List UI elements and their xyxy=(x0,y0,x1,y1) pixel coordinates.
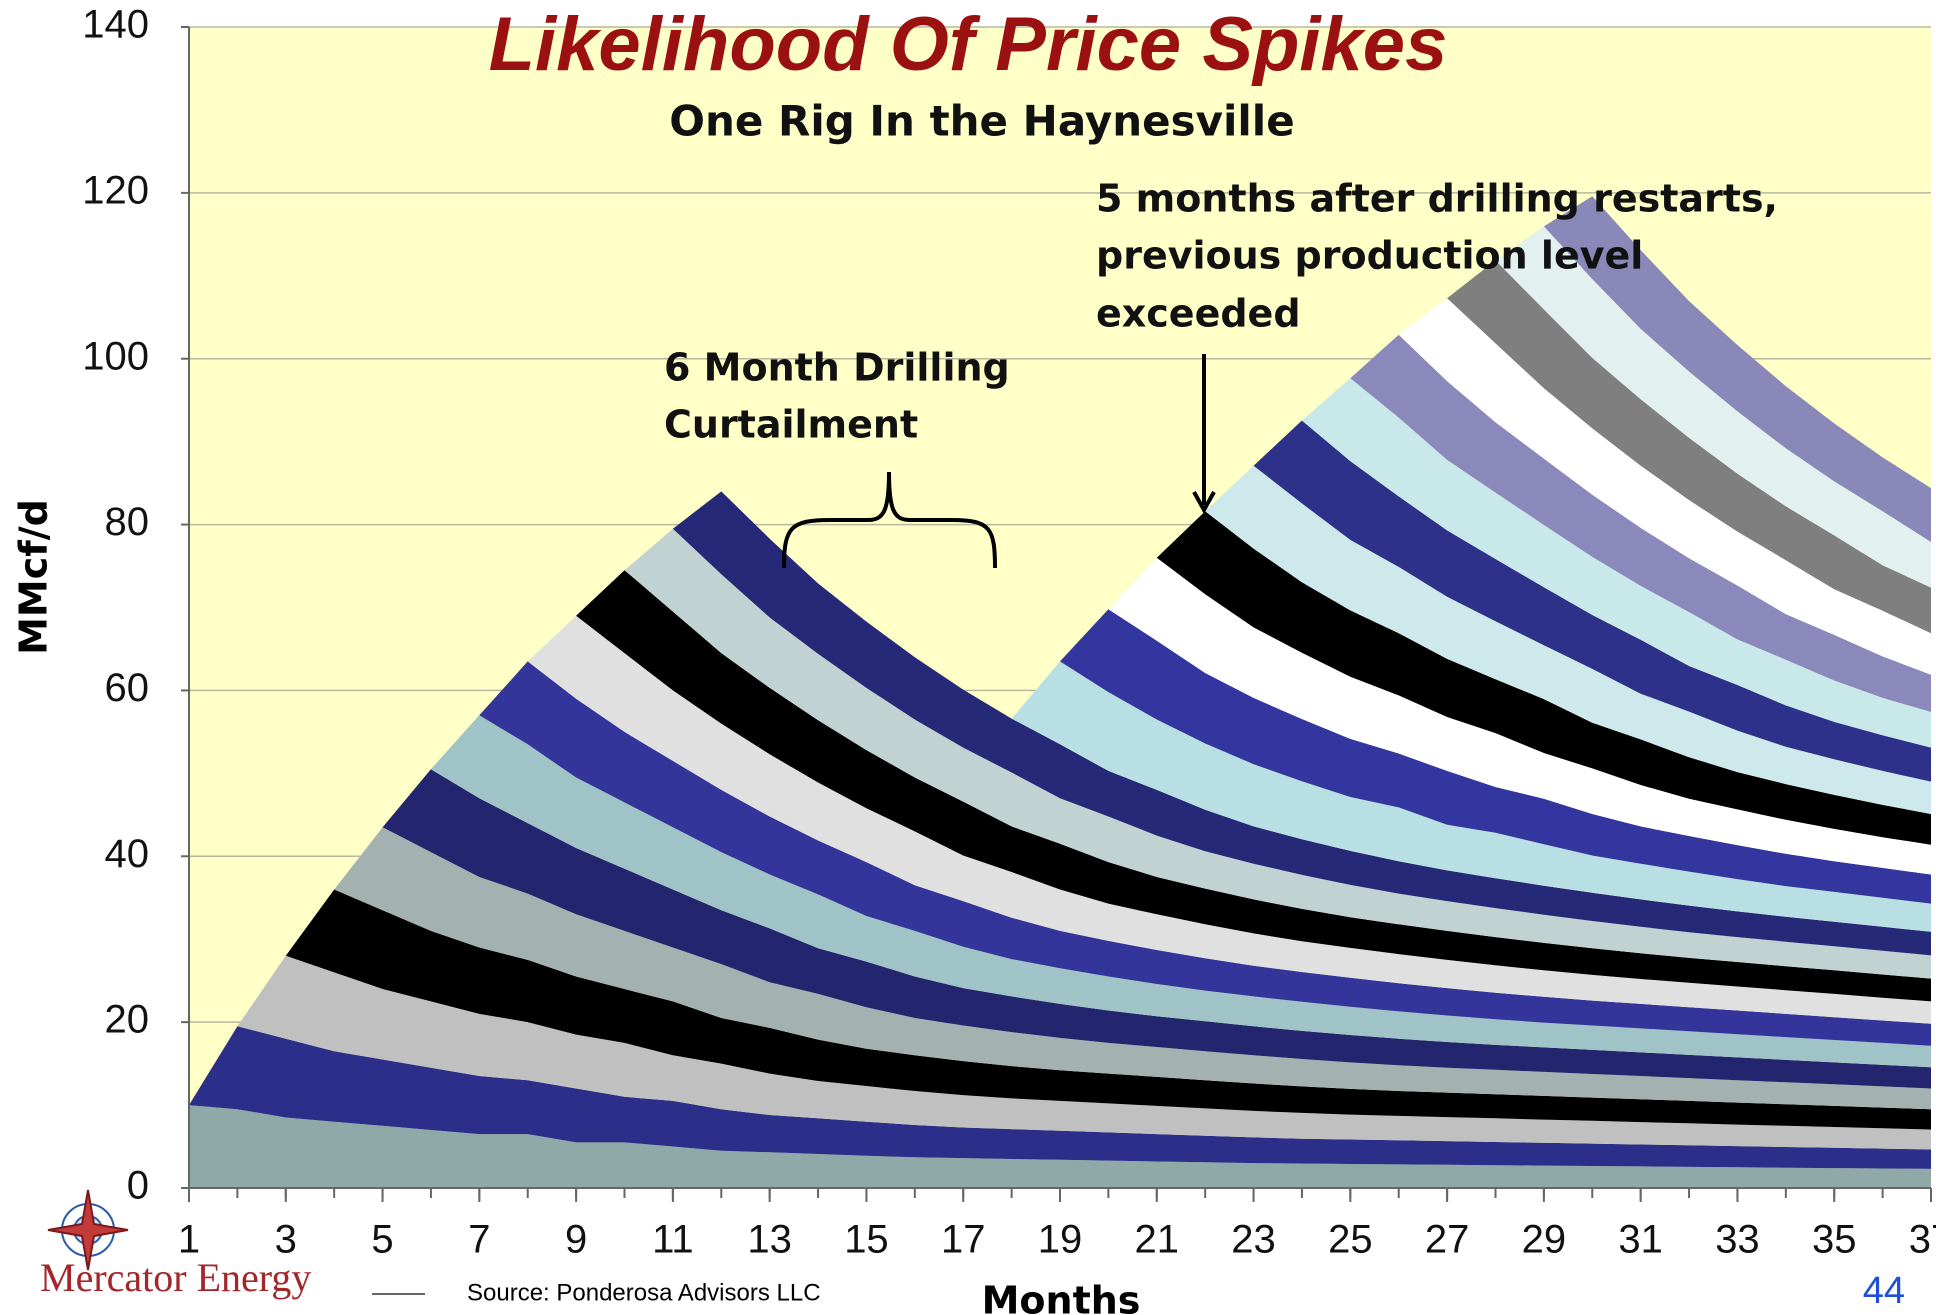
x-tick-label: 37 xyxy=(1909,1218,1936,1262)
annotation: exceeded xyxy=(1096,292,1301,336)
x-tick-label: 35 xyxy=(1812,1218,1857,1262)
x-tick-label: 3 xyxy=(275,1218,297,1262)
y-tick-label: 0 xyxy=(127,1164,149,1208)
y-tick-label: 40 xyxy=(105,832,150,876)
x-tick-label: 33 xyxy=(1715,1218,1760,1262)
chart-title: Likelihood Of Price Spikes xyxy=(489,2,1448,87)
x-tick-label: 11 xyxy=(652,1218,694,1262)
arrow xyxy=(1192,354,1216,515)
area xyxy=(1301,378,1931,748)
x-tick-label: 17 xyxy=(941,1218,986,1262)
x-tick-label: 13 xyxy=(747,1218,792,1262)
brace xyxy=(782,471,997,569)
annotation: 6 Month Drilling xyxy=(664,346,1010,390)
x-tick-label: 19 xyxy=(1038,1218,1083,1262)
y-axis-label: MMcf/d xyxy=(12,499,56,655)
annotation: previous production level xyxy=(1096,234,1643,278)
areas xyxy=(189,196,1932,1188)
y-tick-label: 20 xyxy=(105,998,150,1042)
area xyxy=(1495,226,1931,588)
area xyxy=(576,570,1931,1002)
area xyxy=(1060,609,1931,904)
chart-subtitle: One Rig In the Haynesville xyxy=(669,97,1294,146)
area xyxy=(1108,557,1931,875)
page-number: 44 xyxy=(1863,1270,1905,1312)
area xyxy=(189,1026,1931,1169)
area xyxy=(1398,298,1931,675)
annotation: Curtailment xyxy=(664,403,918,447)
area xyxy=(382,769,1932,1089)
x-tick-label: 5 xyxy=(371,1218,393,1262)
area xyxy=(479,661,1931,1046)
area xyxy=(334,827,1932,1110)
logo: Mercator Energy xyxy=(40,1255,311,1300)
area xyxy=(1156,511,1931,845)
area xyxy=(1011,661,1931,932)
x-tick-label: 21 xyxy=(1135,1218,1180,1262)
x-tick-label: 7 xyxy=(468,1218,490,1262)
x-tick-label: 29 xyxy=(1522,1218,1567,1262)
x-tick-label: 25 xyxy=(1328,1218,1373,1262)
y-tick-label: 60 xyxy=(105,666,150,710)
area xyxy=(237,955,1931,1150)
logo-icon xyxy=(47,1189,129,1271)
source: Source: Ponderosa Advisors LLC xyxy=(467,1279,821,1306)
area xyxy=(527,615,1932,1024)
x-tick-label: 9 xyxy=(565,1218,587,1262)
x-axis-label: Months xyxy=(982,1279,1141,1315)
area xyxy=(1543,196,1931,542)
area xyxy=(1253,420,1931,782)
x-tick-label: 31 xyxy=(1618,1218,1663,1262)
y-tick-label: 80 xyxy=(105,500,150,544)
area xyxy=(189,1105,1931,1188)
x-tick-label: 1 xyxy=(178,1218,200,1262)
area xyxy=(430,715,1931,1068)
area xyxy=(624,528,1931,979)
x-tick-label: 27 xyxy=(1425,1218,1470,1262)
x-tick-label: 23 xyxy=(1231,1218,1276,1262)
y-tick-label: 140 xyxy=(82,3,149,47)
area xyxy=(285,889,1931,1130)
y-tick-label: 120 xyxy=(82,168,149,212)
y-tick-label: 100 xyxy=(82,334,149,378)
area xyxy=(1447,260,1931,634)
area xyxy=(672,491,1931,956)
area xyxy=(1350,334,1931,712)
annotation: 5 months after drilling restarts, xyxy=(1096,177,1778,221)
x-tick-label: 15 xyxy=(844,1218,889,1262)
area xyxy=(1205,465,1931,814)
